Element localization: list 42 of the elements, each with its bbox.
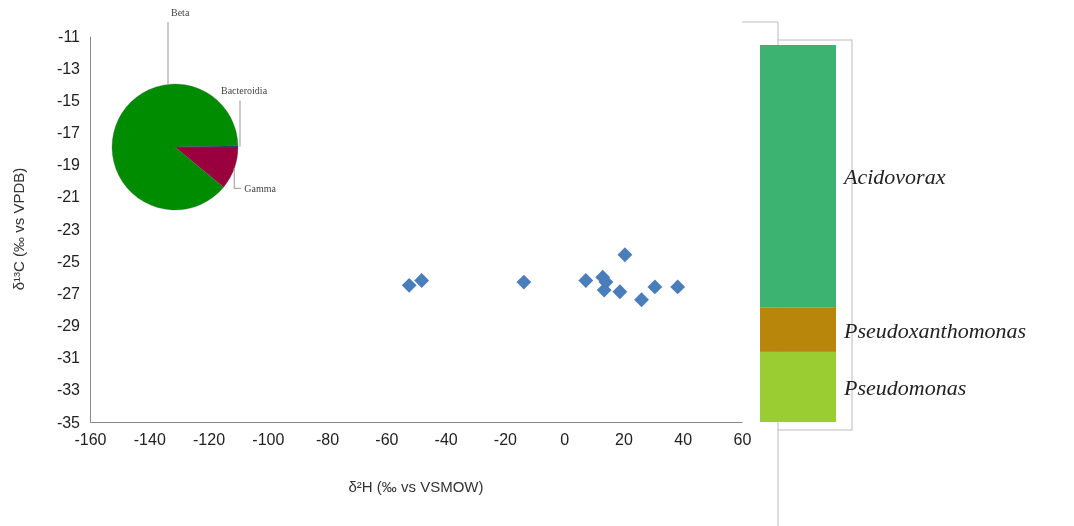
x-tick-label: -20 — [493, 431, 518, 449]
point — [414, 273, 430, 288]
point — [401, 277, 417, 293]
y-axis-title: δ¹³C (‰ vs VPDB) — [10, 167, 27, 291]
y-tick-label: -15 — [56, 91, 81, 109]
point — [647, 279, 663, 295]
y-tick-label: -13 — [56, 59, 81, 77]
series-label: Pseudomonas — [843, 374, 967, 400]
point — [670, 279, 686, 295]
point — [617, 247, 633, 263]
x-tick-label: -140 — [133, 431, 166, 449]
slice-label: Bacteroidia — [221, 85, 268, 97]
x-tick-label: -60 — [375, 431, 399, 449]
x-axis-title: δ²H (‰ vs VSMOW) — [348, 478, 484, 495]
point — [612, 284, 628, 300]
x-tick-label: 0 — [560, 431, 570, 449]
y-tick-label: -29 — [56, 317, 81, 335]
x-tick-label: -40 — [434, 431, 458, 449]
series-label: Acidovorax — [842, 164, 946, 190]
y-tick-label: -11 — [58, 27, 81, 45]
x-tick-label: -160 — [74, 431, 107, 449]
series-label: Pseudoxanthomonas — [843, 317, 1027, 343]
y-tick-label: -19 — [56, 156, 81, 174]
y-tick-label: -33 — [56, 381, 81, 399]
x-tick-label: -80 — [316, 431, 340, 449]
slice-label: Beta — [171, 7, 190, 18]
y-tick-label: -25 — [56, 252, 81, 270]
y-tick-label: -23 — [56, 220, 81, 238]
point — [578, 273, 594, 288]
x-tick-label: -120 — [193, 431, 226, 449]
point — [516, 274, 532, 290]
point — [634, 292, 649, 308]
y-tick-label: -21 — [56, 188, 81, 206]
x-tick-label: 20 — [615, 431, 633, 449]
y-tick-label: -31 — [56, 349, 81, 367]
y-tick-label: -35 — [56, 413, 81, 431]
x-tick-label: 40 — [674, 431, 693, 449]
y-tick-label: -27 — [56, 284, 81, 302]
x-tick-label: 60 — [733, 431, 752, 449]
x-tick-label: -100 — [252, 431, 285, 449]
slice-label: Gamma — [244, 183, 277, 195]
y-tick-label: -17 — [56, 124, 81, 142]
